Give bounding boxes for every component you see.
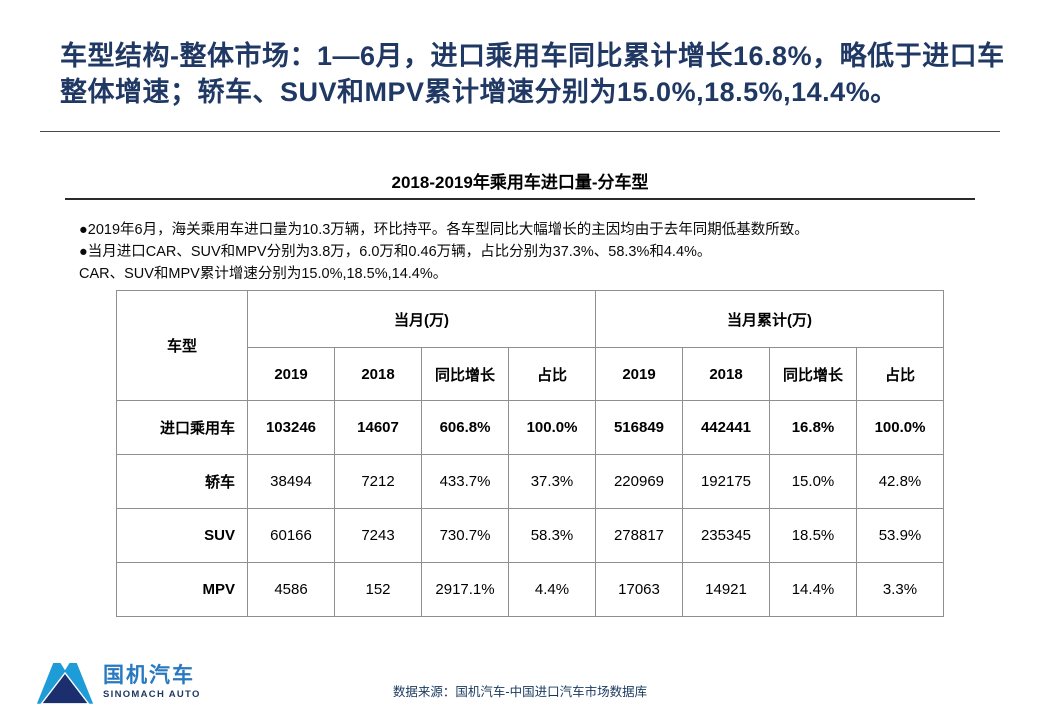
- table-cell: 220969: [595, 454, 683, 509]
- table-cell: 42.8%: [856, 454, 944, 509]
- data-source-note: 数据来源：国机汽车-中国进口汽车市场数据库: [392, 685, 648, 699]
- col-header-vehicle-type: 车型: [116, 290, 248, 401]
- table-cell: 37.3%: [508, 454, 596, 509]
- page-title: 车型结构-整体市场：1—6月，进口乘用车同比累计增长16.8%，略低于进口车 整…: [60, 38, 1010, 110]
- table-cell: 18.5%: [769, 508, 857, 563]
- table-cell: 14607: [334, 400, 422, 455]
- bullet-line: ●2019年6月，海关乘用车进口量为10.3万辆，环比持平。各车型同比大幅增长的…: [79, 222, 809, 238]
- import-volume-table: 车型 当月(万) 当月累计(万) 2019 2018 同比增长 占比 2019 …: [116, 290, 944, 617]
- sinomach-mountain-icon: [36, 662, 94, 705]
- table-cell: 3.3%: [856, 562, 944, 617]
- sinomach-logo: 国机汽车 SINOMACH AUTO: [36, 658, 201, 706]
- table-cell: 730.7%: [421, 508, 509, 563]
- table-cell: 4586: [247, 562, 335, 617]
- table-cell: 192175: [682, 454, 770, 509]
- col-header-2018-month: 2018: [334, 347, 422, 401]
- table-cell: 53.9%: [856, 508, 944, 563]
- page-title-line2: 整体增速；轿车、SUV和MPV累计增速分别为15.0%,18.5%,14.4%。: [60, 77, 898, 107]
- table-cell: 2917.1%: [421, 562, 509, 617]
- table-row-sedan: 轿车 38494 7212 433.7% 37.3% 220969 192175…: [116, 454, 944, 509]
- table-cell: 4.4%: [508, 562, 596, 617]
- table-cell: 15.0%: [769, 454, 857, 509]
- table-row-suv: SUV 60166 7243 730.7% 58.3% 278817 23534…: [116, 508, 944, 563]
- chart-title: 2018-2019年乘用车进口量-分车型: [391, 173, 649, 192]
- table-cell: 516849: [595, 400, 683, 455]
- col-header-share-cum: 占比: [856, 347, 944, 401]
- table-header-sub-row: 2019 2018 同比增长 占比 2019 2018 同比增长 占比: [117, 347, 944, 401]
- row-label: 轿车: [116, 454, 248, 509]
- table-cell: 38494: [247, 454, 335, 509]
- row-label: MPV: [116, 562, 248, 617]
- table-cell: 103246: [247, 400, 335, 455]
- col-header-2019-month: 2019: [247, 347, 335, 401]
- table-cell: 235345: [682, 508, 770, 563]
- table-header-group-row: 车型 当月(万) 当月累计(万): [116, 290, 944, 401]
- page-title-line1: 车型结构-整体市场：1—6月，进口乘用车同比累计增长16.8%，略低于进口车: [60, 41, 1005, 71]
- col-header-yoy-cum: 同比增长: [769, 347, 857, 401]
- table-cell: 17063: [595, 562, 683, 617]
- table-row-mpv: MPV 4586 152 2917.1% 4.4% 17063 14921 14…: [116, 562, 944, 617]
- table-cell: 100.0%: [508, 400, 596, 455]
- table-cell: 606.8%: [421, 400, 509, 455]
- table-cell: 60166: [247, 508, 335, 563]
- logo-name-en: SINOMACH AUTO: [103, 689, 201, 700]
- row-label: SUV: [116, 508, 248, 563]
- table-cell: 14.4%: [769, 562, 857, 617]
- col-header-2019-cum: 2019: [595, 347, 683, 401]
- table-cell: 7243: [334, 508, 422, 563]
- table-cell: 433.7%: [421, 454, 509, 509]
- title-divider: [40, 131, 1000, 132]
- row-label: 进口乘用车: [116, 400, 248, 455]
- bullet-line: CAR、SUV和MPV累计增速分别为15.0%,18.5%,14.4%。: [79, 266, 448, 282]
- table-cell: 278817: [595, 508, 683, 563]
- col-group-current-month: 当月(万): [247, 290, 596, 348]
- table-cell: 16.8%: [769, 400, 857, 455]
- table-cell: 442441: [682, 400, 770, 455]
- logo-name-cn: 国机汽车: [103, 664, 195, 687]
- col-header-share-month: 占比: [508, 347, 596, 401]
- col-group-cumulative: 当月累计(万): [595, 290, 944, 348]
- logo-text-block: 国机汽车 SINOMACH AUTO: [103, 663, 201, 701]
- table-cell: 14921: [682, 562, 770, 617]
- table-cell: 100.0%: [856, 400, 944, 455]
- col-header-2018-cum: 2018: [682, 347, 770, 401]
- table-cell: 7212: [334, 454, 422, 509]
- table-cell: 152: [334, 562, 422, 617]
- table-cell: 58.3%: [508, 508, 596, 563]
- chart-title-divider: [65, 198, 975, 200]
- commentary: ●2019年6月，海关乘用车进口量为10.3万辆，环比持平。各车型同比大幅增长的…: [79, 219, 949, 285]
- bullet-line: ●当月进口CAR、SUV和MPV分别为3.8万，6.0万和0.46万辆，占比分别…: [79, 244, 712, 260]
- table-row-total: 进口乘用车 103246 14607 606.8% 100.0% 516849 …: [116, 400, 944, 455]
- col-header-yoy-month: 同比增长: [421, 347, 509, 401]
